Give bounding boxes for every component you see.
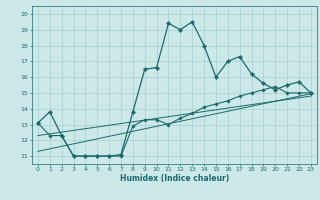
X-axis label: Humidex (Indice chaleur): Humidex (Indice chaleur) bbox=[120, 174, 229, 183]
